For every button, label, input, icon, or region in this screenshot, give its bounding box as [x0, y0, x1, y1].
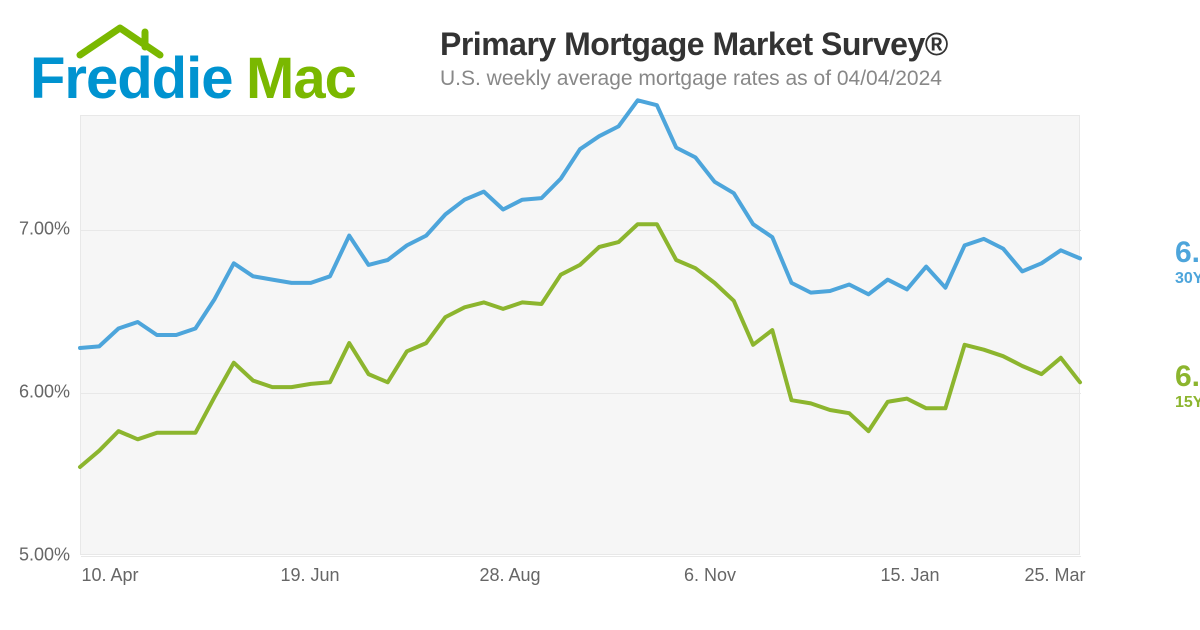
y-axis-tick: 7.00% — [19, 219, 70, 240]
svg-text:Mac: Mac — [246, 46, 356, 110]
x-axis-tick: 10. Apr — [81, 565, 138, 586]
freddie-mac-logo: Freddie Mac — [30, 20, 410, 115]
chart-title: Primary Mortgage Market Survey® — [440, 26, 948, 63]
gridline — [81, 556, 1081, 557]
series-end-label-30y-frm: 6.82% 30Y FRM — [1175, 238, 1200, 288]
series-line-30y-frm — [80, 100, 1080, 348]
series-end-name: 30Y FRM — [1175, 270, 1200, 288]
series-end-label-15y-frm: 6.06% 15Y FRM — [1175, 362, 1200, 412]
chart-lines — [80, 115, 1080, 555]
y-axis-tick: 6.00% — [19, 382, 70, 403]
series-end-value: 6.82% — [1175, 238, 1200, 268]
x-axis-tick: 25. Mar — [1024, 565, 1085, 586]
x-axis-tick: 28. Aug — [479, 565, 540, 586]
x-axis-tick: 6. Nov — [684, 565, 736, 586]
y-axis-tick: 5.00% — [19, 545, 70, 566]
mortgage-rate-chart: 5.00%6.00%7.00%10. Apr19. Jun28. Aug6. N… — [80, 115, 1080, 585]
x-axis-tick: 19. Jun — [280, 565, 339, 586]
series-end-name: 15Y FRM — [1175, 394, 1200, 412]
chart-subtitle: U.S. weekly average mortgage rates as of… — [440, 67, 948, 91]
series-line-15y-frm — [80, 224, 1080, 467]
x-axis-tick: 15. Jan — [880, 565, 939, 586]
series-end-value: 6.06% — [1175, 362, 1200, 392]
svg-text:Freddie: Freddie — [30, 46, 233, 110]
